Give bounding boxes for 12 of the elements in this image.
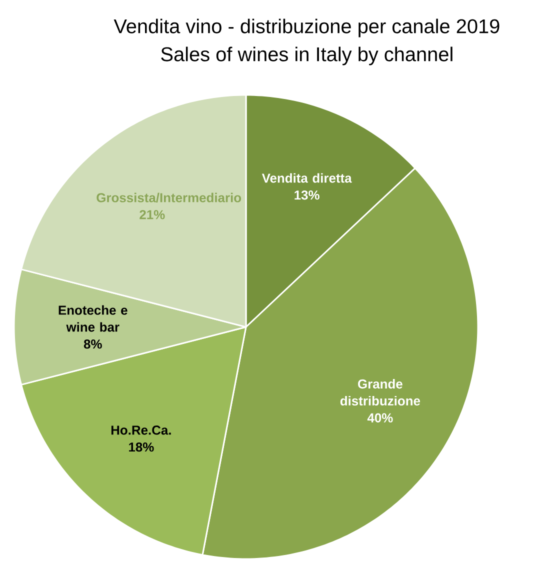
- slice-label: Grande distribuzione: [340, 379, 420, 406]
- slice-label: Vendita diretta: [262, 173, 352, 183]
- data-label: 18%: [129, 442, 154, 452]
- data-label: 13%: [294, 190, 320, 200]
- data-label: 21%: [140, 210, 165, 220]
- slice-label: Ho.Re.Ca.: [111, 426, 171, 435]
- data-label: 40%: [367, 413, 393, 422]
- chart-title: Vendita vino - distribuzione per canale 2019: [114, 18, 500, 38]
- data-label: 8%: [84, 340, 102, 349]
- slice-label: Grossista/Intermediario: [96, 192, 242, 202]
- chart-subtitle: Sales of wines in Italy by channel: [161, 46, 452, 66]
- slice-label: Enoteche e wine bar: [58, 305, 128, 332]
